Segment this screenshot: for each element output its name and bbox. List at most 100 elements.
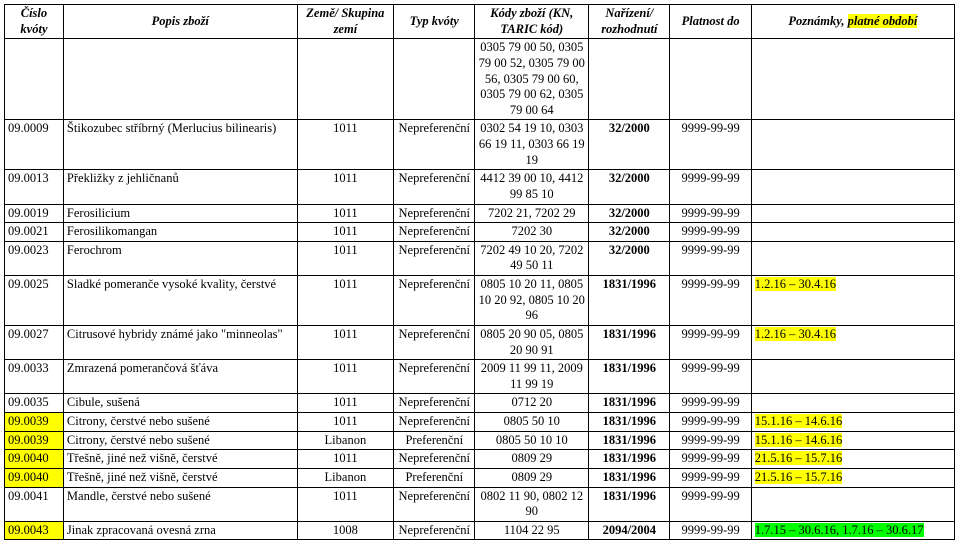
cell-plat: 9999-99-99 [670,241,751,275]
cell-pozn [751,487,954,521]
cell-popis: Citrony, čerstvé nebo sušené [63,413,297,432]
cell-kody: 7202 21, 7202 29 [475,204,589,223]
table-row: 09.0043Jinak zpracovaná ovesná zrna1008N… [5,521,955,540]
cell-kody: 1104 22 95 [475,521,589,540]
cell-typ: Nepreferenční [394,325,475,359]
header-zeme: Země/ Skupina zemí [297,5,394,39]
cell-nariz: 1831/1996 [589,431,670,450]
cell-zeme: 1011 [297,360,394,394]
cell-cislo [5,39,64,120]
table-row: 09.0027Citrusové hybridy známé jako "min… [5,325,955,359]
cell-popis: Štikozubec stříbrný (Merlucius bilineari… [63,120,297,170]
cell-popis: Cibule, sušená [63,394,297,413]
cell-kody: 0809 29 [475,450,589,469]
cell-pozn [751,360,954,394]
header-kody: Kódy zboží (KN, TARIC kód) [475,5,589,39]
cell-nariz: 2094/2004 [589,521,670,540]
cell-cislo: 09.0043 [5,521,64,540]
header-typ: Typ kvóty [394,5,475,39]
table-row: 09.0040Třešně, jiné než višně, čerstvéLi… [5,468,955,487]
cell-zeme: 1011 [297,120,394,170]
cell-plat: 9999-99-99 [670,450,751,469]
cell-popis: Ferochrom [63,241,297,275]
cell-zeme: 1011 [297,276,394,326]
cell-typ: Nepreferenční [394,120,475,170]
cell-zeme: Libanon [297,468,394,487]
cell-nariz: 1831/1996 [589,325,670,359]
cell-cislo: 09.0025 [5,276,64,326]
cell-kody: 0805 50 10 10 [475,431,589,450]
highlight-span: 21.5.16 – 15.7.16 [755,470,843,484]
cell-nariz: 32/2000 [589,170,670,204]
cell-nariz: 1831/1996 [589,468,670,487]
header-plat: Platnost do [670,5,751,39]
table-row: 09.0025Sladké pomeranče vysoké kvality, … [5,276,955,326]
table-body: 0305 79 00 50, 0305 79 00 52, 0305 79 00… [5,39,955,540]
cell-plat: 9999-99-99 [670,394,751,413]
table-row: 09.0039Citrony, čerstvé nebo sušené1011N… [5,413,955,432]
cell-zeme: 1011 [297,487,394,521]
cell-typ: Preferenční [394,468,475,487]
cell-kody: 0805 10 20 11, 0805 10 20 92, 0805 10 20… [475,276,589,326]
quota-table: Číslo kvóty Popis zboží Země/ Skupina ze… [4,4,955,540]
cell-kody: 0302 54 19 10, 0303 66 19 11, 0303 66 19… [475,120,589,170]
cell-plat: 9999-99-99 [670,276,751,326]
cell-zeme: 1011 [297,223,394,242]
table-row: 09.0039Citrony, čerstvé nebo sušenéLiban… [5,431,955,450]
cell-pozn: 15.1.16 – 14.6.16 [751,431,954,450]
cell-plat: 9999-99-99 [670,223,751,242]
cell-pozn [751,241,954,275]
cell-zeme: 1011 [297,394,394,413]
cell-plat: 9999-99-99 [670,521,751,540]
cell-pozn: 1.2.16 – 30.4.16 [751,325,954,359]
cell-kody: 0805 50 10 [475,413,589,432]
cell-cislo: 09.0041 [5,487,64,521]
cell-cislo: 09.0040 [5,468,64,487]
cell-kody: 4412 39 00 10, 4412 99 85 10 [475,170,589,204]
cell-popis: Sladké pomeranče vysoké kvality, čerstvé [63,276,297,326]
table-row: 09.0040Třešně, jiné než višně, čerstvé10… [5,450,955,469]
cell-typ: Preferenční [394,431,475,450]
cell-kody: 0802 11 90, 0802 12 90 [475,487,589,521]
highlight-span: 1.2.16 – 30.4.16 [755,327,836,341]
cell-typ: Nepreferenční [394,360,475,394]
table-row: 09.0013Překližky z jehličnanů1011Neprefe… [5,170,955,204]
cell-typ: Nepreferenční [394,276,475,326]
cell-typ: Nepreferenční [394,170,475,204]
cell-cislo: 09.0033 [5,360,64,394]
cell-typ [394,39,475,120]
cell-nariz: 32/2000 [589,223,670,242]
cell-zeme: 1011 [297,170,394,204]
cell-pozn [751,394,954,413]
cell-popis: Překližky z jehličnanů [63,170,297,204]
cell-popis: Zmrazená pomerančová šťáva [63,360,297,394]
cell-pozn: 1.2.16 – 30.4.16 [751,276,954,326]
cell-plat: 9999-99-99 [670,204,751,223]
cell-popis [63,39,297,120]
cell-zeme: 1011 [297,204,394,223]
cell-popis: Mandle, čerstvé nebo sušené [63,487,297,521]
cell-nariz: 32/2000 [589,120,670,170]
cell-plat: 9999-99-99 [670,431,751,450]
highlight-span: 1.7.15 – 30.6.16, 1.7.16 – 30.6.17 [755,523,924,537]
cell-nariz: 1831/1996 [589,450,670,469]
cell-cislo: 09.0021 [5,223,64,242]
cell-typ: Nepreferenční [394,487,475,521]
cell-kody: 0305 79 00 50, 0305 79 00 52, 0305 79 00… [475,39,589,120]
cell-pozn [751,223,954,242]
cell-cislo: 09.0039 [5,413,64,432]
cell-plat: 9999-99-99 [670,487,751,521]
cell-typ: Nepreferenční [394,450,475,469]
cell-zeme: 1011 [297,325,394,359]
cell-plat: 9999-99-99 [670,468,751,487]
cell-cislo: 09.0040 [5,450,64,469]
cell-zeme: 1011 [297,241,394,275]
cell-typ: Nepreferenční [394,223,475,242]
cell-pozn [751,120,954,170]
cell-nariz: 1831/1996 [589,394,670,413]
cell-nariz: 1831/1996 [589,276,670,326]
table-row: 09.0009Štikozubec stříbrný (Merlucius bi… [5,120,955,170]
table-row: 09.0033Zmrazená pomerančová šťáva1011Nep… [5,360,955,394]
highlight-span: 15.1.16 – 14.6.16 [755,433,843,447]
cell-cislo: 09.0027 [5,325,64,359]
